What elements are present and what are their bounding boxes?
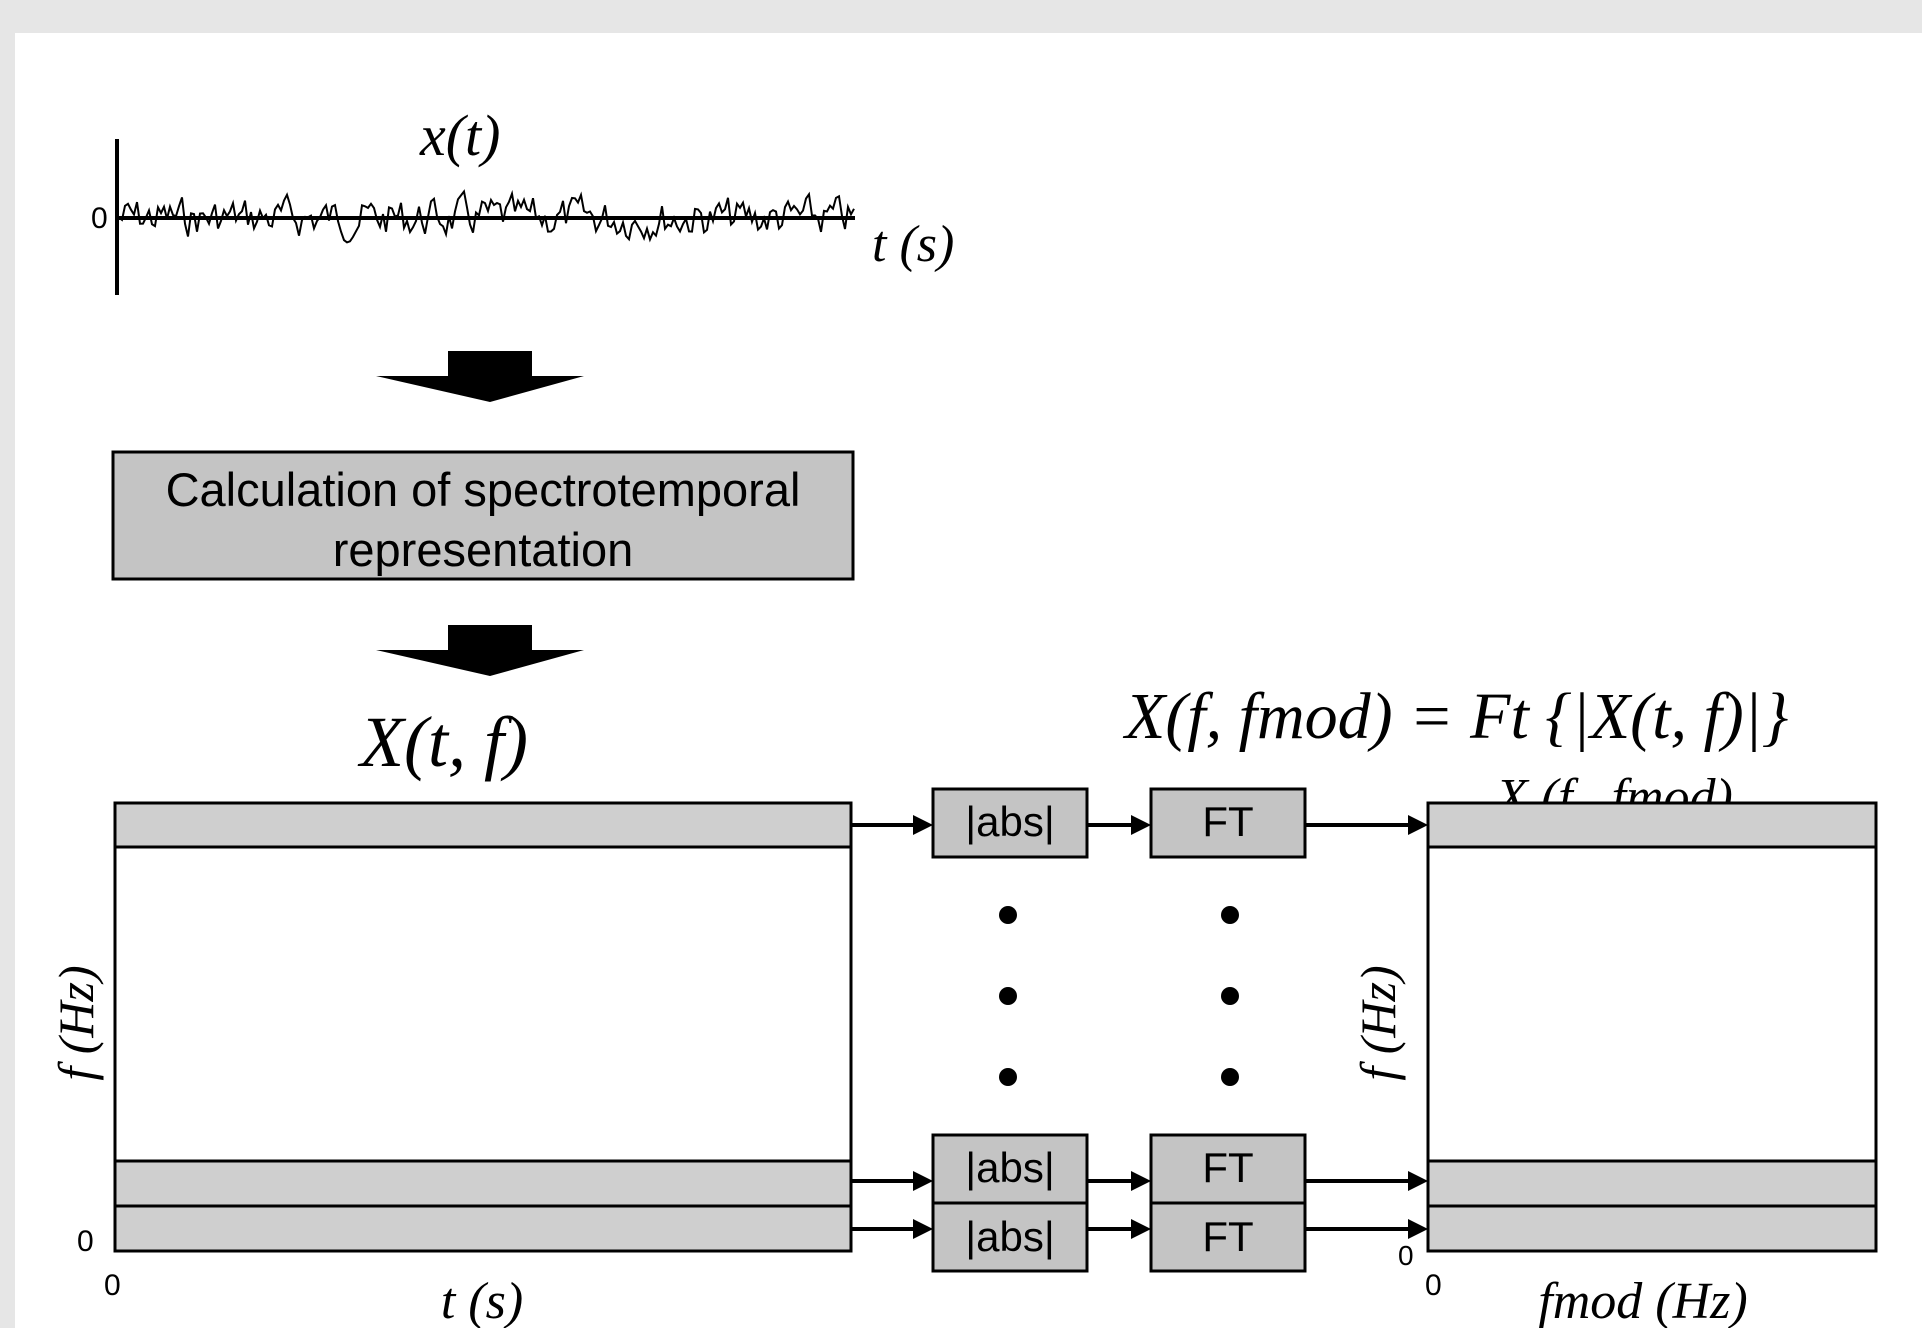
spectrogram-y-label: f (Hz): [48, 965, 104, 1080]
spectrogram-band-top: [113, 801, 853, 849]
signal-waveform: [118, 189, 855, 244]
diagram-svg: x(t) 0 t (s) Calculation of spectrotempo…: [48, 103, 1878, 1328]
arrowhead: [1131, 815, 1151, 835]
process-box: [111, 450, 855, 581]
spectrogram-band-2: [113, 1159, 853, 1208]
spectrogram-y-zero: 0: [77, 1225, 94, 1258]
modulation-y-zero: 0: [1398, 1240, 1414, 1271]
signal-zero-label: 0: [91, 202, 108, 235]
ft-label-1: FT: [1202, 1213, 1253, 1260]
arrowhead: [1131, 1171, 1151, 1191]
ellipsis-dot: [999, 906, 1017, 924]
process-box-line2: representation: [333, 523, 633, 576]
arrowhead: [913, 1219, 933, 1239]
ellipsis-dot: [1221, 987, 1239, 1005]
ft-label-top: FT: [1202, 798, 1253, 845]
flow-arrow-down-1: [376, 351, 584, 402]
ft-box-1: [1149, 1201, 1307, 1273]
ellipsis-dot: [999, 987, 1017, 1005]
ellipsis-dot: [1221, 906, 1239, 924]
spectrogram-band-1: [113, 1204, 853, 1253]
ft-label-2: FT: [1202, 1144, 1253, 1191]
ellipsis-dot: [1221, 1068, 1239, 1086]
flow-arrow-down-2: [376, 625, 584, 676]
abs-box-2: [931, 1133, 1089, 1205]
arrowhead: [913, 1171, 933, 1191]
abs-label-2: |abs|: [965, 1144, 1055, 1191]
spectrogram-x-zero: 0: [104, 1269, 121, 1302]
diagram-canvas: x(t) 0 t (s) Calculation of spectrotempo…: [15, 33, 1922, 1328]
modulation-band-top: [1426, 801, 1878, 849]
ellipsis-dot: [999, 1068, 1017, 1086]
arrowhead: [913, 815, 933, 835]
modulation-x-zero: 0: [1425, 1269, 1442, 1302]
modulation-equation: X(f, fmod) = Ft {|X(t, f)|}: [1122, 680, 1788, 753]
spectrogram-title: X(t, f): [357, 702, 528, 782]
modulation-x-label: fmod (Hz): [1538, 1273, 1747, 1328]
abs-label-1: |abs|: [965, 1213, 1055, 1260]
arrowhead: [1131, 1219, 1151, 1239]
modulation-y-label: f (Hz): [1350, 965, 1406, 1080]
spectrogram-x-label: t (s): [441, 1273, 523, 1328]
signal-axis-label: t (s): [872, 216, 954, 273]
modulation-band-2: [1426, 1159, 1878, 1208]
arrowhead: [1408, 815, 1428, 835]
ft-box-2: [1149, 1133, 1307, 1205]
arrowhead: [1408, 1171, 1428, 1191]
arrowhead: [1408, 1219, 1428, 1239]
process-box-line1: Calculation of spectrotemporal: [166, 463, 801, 516]
modulation-band-1: [1426, 1204, 1878, 1253]
abs-box-1: [931, 1201, 1089, 1273]
abs-box-top: [931, 787, 1089, 859]
signal-title: x(t): [419, 103, 501, 168]
abs-label-top: |abs|: [965, 798, 1055, 845]
